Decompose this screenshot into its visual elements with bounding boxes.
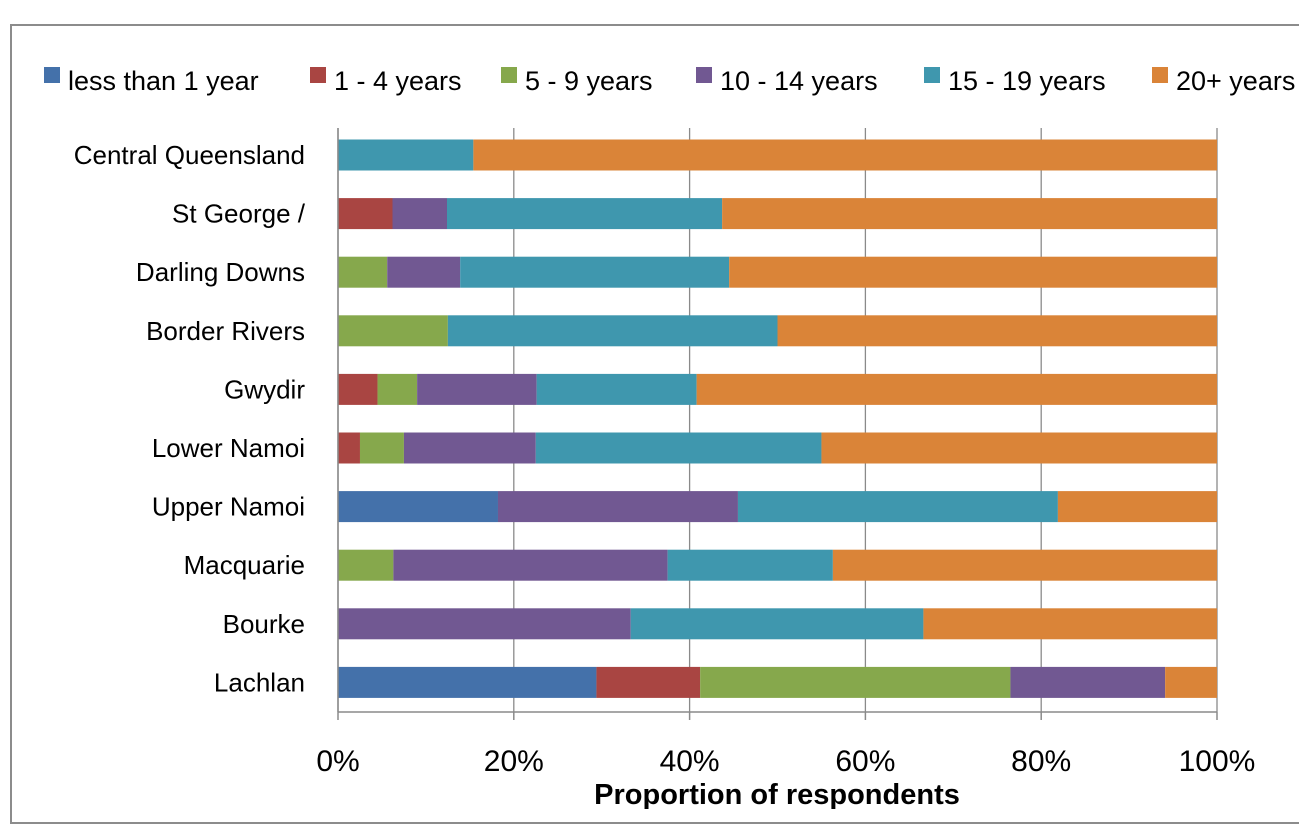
bar-segment: [1057, 491, 1217, 523]
legend-label: 20+ years: [1176, 66, 1295, 96]
legend-swatch: [1152, 67, 1168, 83]
bar-segment: [923, 608, 1217, 640]
bar-segment: [446, 198, 723, 230]
bar-segment: [596, 666, 701, 698]
x-axis-title: Proportion of respondents: [594, 779, 960, 809]
bar-segment: [338, 256, 388, 288]
legend: less than 1 year 1 - 4 years 5 - 9 years 10…: [44, 66, 1295, 96]
bar-segment: [403, 432, 536, 464]
category-label: Gwydir: [224, 374, 305, 404]
bar-segment: [473, 139, 1218, 171]
bar-segment: [700, 666, 1011, 698]
category-label: Upper Namoi: [152, 492, 305, 522]
bar-segment: [832, 549, 1217, 581]
x-axis: 0% 20% 40% 60% 80% 100%: [316, 128, 1255, 778]
legend-swatch: [696, 67, 712, 83]
category-label: Bourke: [223, 609, 305, 639]
x-tick-label: 40%: [660, 745, 720, 778]
x-tick-label: 20%: [484, 745, 544, 778]
bar-segment: [667, 549, 833, 581]
bar-segment: [1010, 666, 1166, 698]
bar-segment: [1165, 666, 1217, 698]
legend-label: 15 - 19 years: [948, 66, 1106, 96]
bar-segment: [377, 373, 418, 405]
legend-label: 5 - 9 years: [525, 66, 653, 96]
bars: [338, 139, 1218, 698]
category-label: Central Queensland: [74, 140, 305, 170]
x-tick-label: 60%: [835, 745, 895, 778]
legend-label: less than 1 year: [68, 66, 259, 96]
x-tick-label: 0%: [316, 745, 359, 778]
bar-segment: [535, 432, 822, 464]
category-label: St George /: [172, 199, 306, 229]
legend-label: 10 - 14 years: [720, 66, 878, 96]
category-label: Lachlan: [214, 667, 305, 697]
bar-segment: [338, 373, 378, 405]
bar-segment: [737, 491, 1058, 523]
legend-swatch: [924, 67, 940, 83]
bar-segment: [460, 256, 730, 288]
category-labels: Central Queensland St George / Darling Dow…: [74, 140, 306, 697]
bar-segment: [777, 315, 1217, 347]
legend-swatch: [44, 67, 60, 83]
bar-segment: [338, 139, 474, 171]
category-label: Darling Downs: [136, 257, 305, 287]
category-label: Lower Namoi: [152, 433, 305, 463]
bar-segment: [821, 432, 1217, 464]
x-tick-label: 80%: [1011, 745, 1071, 778]
category-label: Macquarie: [184, 550, 305, 580]
bar-segment: [393, 549, 668, 581]
bar-segment: [392, 198, 447, 230]
bar-segment: [387, 256, 461, 288]
bar-segment: [696, 373, 1217, 405]
bar-segment: [338, 666, 597, 698]
x-tick-label: 100%: [1179, 745, 1256, 778]
bar-segment: [536, 373, 697, 405]
bar-segment: [630, 608, 924, 640]
legend-swatch: [501, 67, 517, 83]
bar-segment: [338, 432, 360, 464]
bar-segment: [722, 198, 1217, 230]
bar-segment: [729, 256, 1217, 288]
bar-segment: [359, 432, 404, 464]
category-label: Border Rivers: [146, 316, 305, 346]
legend-swatch: [310, 67, 326, 83]
bar-segment: [497, 491, 738, 523]
bar-segment: [338, 608, 631, 640]
bar-segment: [447, 315, 778, 347]
bar-segment: [338, 491, 498, 523]
legend-label: 1 - 4 years: [334, 66, 462, 96]
bar-segment: [417, 373, 537, 405]
bar-segment: [338, 549, 394, 581]
bar-segment: [338, 198, 393, 230]
bar-segment: [338, 315, 448, 347]
